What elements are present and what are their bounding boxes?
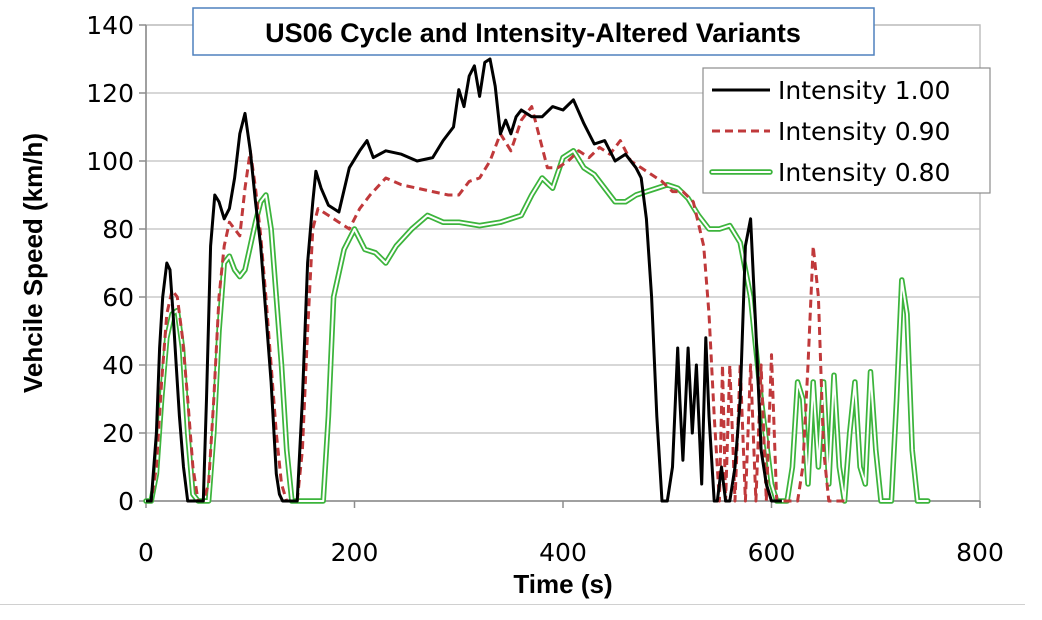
x-ticks: 0 200 400 600 800 [138, 501, 1004, 567]
x-tick-label: 200 [331, 538, 379, 567]
series-line-0 [146, 57, 782, 503]
x-axis-title: Time (s) [513, 569, 612, 599]
y-tick-label: 60 [102, 283, 134, 312]
bottom-divider [0, 604, 1025, 605]
x-tick-label: 0 [138, 538, 154, 567]
legend-entry: Intensity 0.80 [709, 158, 950, 187]
legend-entry: Intensity 1.00 [712, 76, 950, 105]
y-axis-title: Vehcile Speed (km/h) [18, 133, 48, 393]
y-ticks: 0 20 40 60 80 100 120 140 [86, 11, 146, 516]
series-layer [143, 57, 931, 504]
series-path-2-inner [145, 149, 929, 502]
y-tick-label: 120 [86, 79, 134, 108]
legend-label: Intensity 0.90 [778, 117, 950, 146]
x-tick-label: 800 [956, 538, 1004, 567]
y-tick-label: 100 [86, 147, 134, 176]
y-tick-label: 20 [102, 419, 134, 448]
y-tick-label: 80 [102, 215, 134, 244]
chart-title: US06 Cycle and Intensity-Altered Variant… [265, 18, 801, 48]
series-path-0 [146, 57, 782, 503]
legend-entry: Intensity 0.90 [712, 117, 950, 146]
legend: Intensity 1.00 Intensity 0.90 Intensity 0.… [702, 67, 991, 194]
legend-label: Intensity 1.00 [778, 76, 950, 105]
y-tick-label: 140 [86, 11, 134, 40]
y-tick-label: 0 [118, 487, 134, 516]
legend-label: Intensity 0.80 [778, 158, 950, 187]
x-tick-label: 600 [748, 538, 796, 567]
y-tick-label: 40 [102, 351, 134, 380]
chart-title-box [192, 7, 875, 56]
x-tick-label: 400 [539, 538, 587, 567]
series-line-2 [143, 148, 931, 504]
